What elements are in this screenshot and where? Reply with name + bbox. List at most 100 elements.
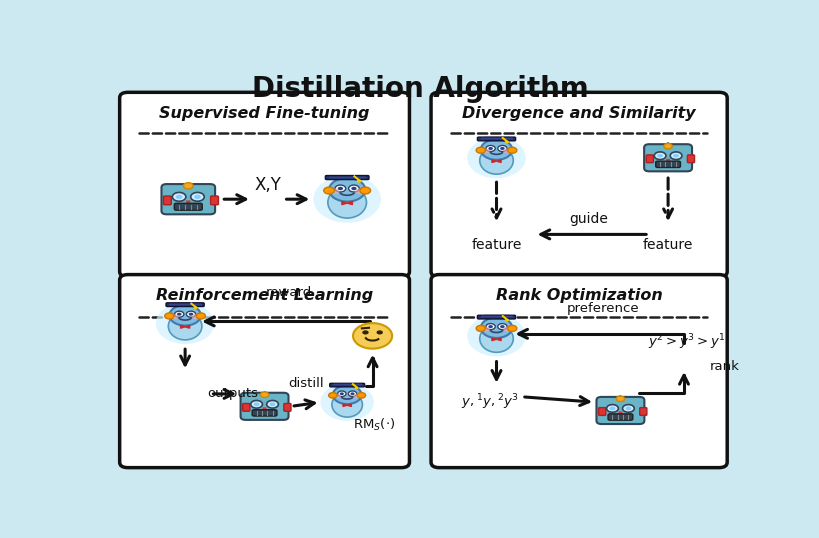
Polygon shape bbox=[491, 338, 496, 341]
FancyBboxPatch shape bbox=[242, 404, 250, 411]
Circle shape bbox=[333, 385, 361, 404]
Circle shape bbox=[165, 313, 174, 319]
FancyBboxPatch shape bbox=[477, 315, 515, 319]
Circle shape bbox=[625, 407, 631, 410]
Circle shape bbox=[328, 393, 337, 398]
Circle shape bbox=[656, 154, 663, 158]
Polygon shape bbox=[185, 325, 189, 328]
Polygon shape bbox=[618, 412, 622, 414]
FancyBboxPatch shape bbox=[431, 274, 726, 468]
Circle shape bbox=[362, 330, 369, 335]
Text: outputs: outputs bbox=[207, 387, 258, 400]
Circle shape bbox=[251, 400, 262, 408]
Circle shape bbox=[172, 193, 186, 201]
Circle shape bbox=[622, 405, 634, 412]
Text: reward: reward bbox=[265, 286, 311, 299]
Circle shape bbox=[183, 183, 193, 189]
FancyBboxPatch shape bbox=[252, 410, 277, 416]
Ellipse shape bbox=[156, 303, 215, 344]
Ellipse shape bbox=[332, 392, 362, 417]
Circle shape bbox=[269, 402, 275, 406]
Circle shape bbox=[486, 145, 495, 152]
Polygon shape bbox=[491, 160, 496, 162]
Text: $y^2>y^3>y^1$: $y^2>y^3>y^1$ bbox=[648, 332, 725, 352]
Circle shape bbox=[266, 400, 278, 408]
Text: Distillation Algorithm: Distillation Algorithm bbox=[251, 75, 588, 103]
Circle shape bbox=[351, 187, 356, 190]
FancyBboxPatch shape bbox=[210, 196, 218, 205]
Circle shape bbox=[355, 188, 363, 194]
Circle shape bbox=[253, 402, 259, 406]
Text: $\mathrm{RM}_S(\cdot)$: $\mathrm{RM}_S(\cdot)$ bbox=[352, 417, 395, 433]
Circle shape bbox=[193, 306, 197, 309]
Circle shape bbox=[196, 313, 206, 319]
Circle shape bbox=[356, 180, 361, 183]
Circle shape bbox=[480, 317, 512, 338]
FancyBboxPatch shape bbox=[644, 144, 691, 171]
Text: feature: feature bbox=[642, 238, 692, 252]
Circle shape bbox=[507, 325, 516, 331]
FancyBboxPatch shape bbox=[655, 161, 680, 167]
Circle shape bbox=[353, 394, 360, 398]
Ellipse shape bbox=[313, 175, 381, 223]
Circle shape bbox=[337, 187, 342, 190]
Circle shape bbox=[669, 152, 681, 160]
Text: Supervised Fine-tuning: Supervised Fine-tuning bbox=[159, 105, 369, 121]
Text: X,Y: X,Y bbox=[254, 176, 281, 194]
Circle shape bbox=[174, 311, 183, 317]
Polygon shape bbox=[172, 303, 197, 305]
FancyBboxPatch shape bbox=[120, 93, 409, 277]
Circle shape bbox=[507, 147, 516, 153]
Polygon shape bbox=[342, 202, 346, 204]
Circle shape bbox=[192, 314, 199, 319]
Circle shape bbox=[360, 187, 370, 194]
FancyBboxPatch shape bbox=[325, 175, 369, 180]
Text: preference: preference bbox=[566, 302, 639, 315]
Polygon shape bbox=[496, 160, 500, 162]
FancyBboxPatch shape bbox=[477, 137, 515, 141]
FancyBboxPatch shape bbox=[645, 155, 653, 162]
Circle shape bbox=[609, 407, 614, 410]
FancyBboxPatch shape bbox=[431, 93, 726, 277]
Circle shape bbox=[191, 193, 204, 201]
Circle shape bbox=[486, 323, 495, 330]
Circle shape bbox=[353, 323, 391, 349]
Circle shape bbox=[482, 327, 489, 331]
Text: Reinforcement Learning: Reinforcement Learning bbox=[156, 288, 373, 303]
Circle shape bbox=[500, 325, 504, 328]
Circle shape bbox=[188, 313, 193, 316]
Polygon shape bbox=[666, 159, 669, 161]
FancyBboxPatch shape bbox=[608, 414, 632, 420]
Circle shape bbox=[194, 195, 201, 199]
Circle shape bbox=[476, 147, 485, 153]
Circle shape bbox=[488, 325, 492, 328]
Circle shape bbox=[337, 391, 346, 397]
Polygon shape bbox=[483, 315, 509, 317]
Circle shape bbox=[330, 188, 339, 194]
FancyBboxPatch shape bbox=[161, 184, 215, 214]
Ellipse shape bbox=[328, 187, 366, 218]
Polygon shape bbox=[483, 137, 509, 139]
Circle shape bbox=[357, 393, 365, 398]
Ellipse shape bbox=[479, 147, 513, 174]
Ellipse shape bbox=[168, 313, 201, 340]
Polygon shape bbox=[333, 175, 361, 178]
Circle shape bbox=[503, 148, 510, 153]
Polygon shape bbox=[496, 338, 500, 341]
Circle shape bbox=[324, 187, 334, 194]
Text: distill: distill bbox=[287, 377, 324, 390]
Circle shape bbox=[497, 323, 506, 330]
Circle shape bbox=[505, 140, 509, 144]
FancyBboxPatch shape bbox=[598, 408, 605, 415]
Polygon shape bbox=[346, 404, 351, 407]
Ellipse shape bbox=[320, 384, 373, 421]
Circle shape bbox=[348, 185, 359, 192]
Circle shape bbox=[328, 178, 364, 202]
Ellipse shape bbox=[467, 137, 525, 178]
Ellipse shape bbox=[467, 315, 525, 356]
Circle shape bbox=[606, 405, 618, 412]
Polygon shape bbox=[335, 384, 358, 385]
Text: $y,^1y,^2y^3$: $y,^1y,^2y^3$ bbox=[460, 392, 518, 412]
Circle shape bbox=[260, 392, 269, 398]
Circle shape bbox=[348, 391, 356, 397]
